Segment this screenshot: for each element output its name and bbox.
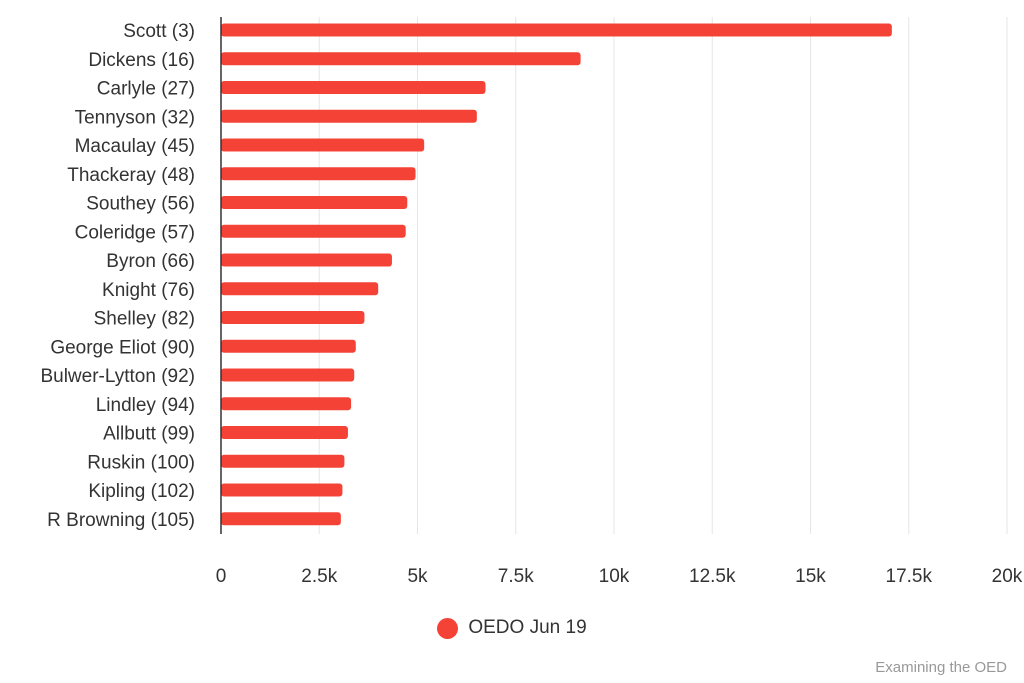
x-tick-labels: 0 2.5k 5k 7.5k 10k 12.5k 15k 17.5k 20k xyxy=(216,566,1023,587)
bar[interactable] xyxy=(221,311,365,324)
category-label: Coleridge (57) xyxy=(75,222,195,243)
bar[interactable] xyxy=(221,397,352,411)
category-label: Tennyson (32) xyxy=(75,107,195,128)
category-label: Bulwer-Lytton (92) xyxy=(40,366,195,387)
credit-text[interactable]: Examining the OED xyxy=(875,659,1007,676)
category-label: Dickens (16) xyxy=(88,50,195,71)
bar[interactable] xyxy=(221,454,345,468)
x-tick-label: 20k xyxy=(992,566,1023,587)
bar-chart: Scott (3) Dickens (16) Carlyle (27) Tennyso… xyxy=(40,17,1023,587)
category-label: R Browning (105) xyxy=(47,510,195,531)
x-tick-label: 2.5k xyxy=(301,566,337,587)
category-label: Thackeray (48) xyxy=(67,165,195,186)
category-label: Allbutt (99) xyxy=(103,424,195,445)
category-label: Carlyle (27) xyxy=(97,79,195,100)
bar[interactable] xyxy=(221,196,408,209)
category-label: Scott (3) xyxy=(123,21,195,42)
bar[interactable] xyxy=(221,426,348,439)
x-tick-label: 10k xyxy=(599,566,630,587)
gridlines xyxy=(318,17,1008,534)
bar[interactable] xyxy=(221,109,477,123)
bar[interactable] xyxy=(221,52,581,66)
category-label: George Eliot (90) xyxy=(50,337,195,358)
x-tick-label: 17.5k xyxy=(886,566,933,587)
bar[interactable] xyxy=(221,167,416,181)
category-label: Shelley (82) xyxy=(94,309,195,330)
category-labels: Scott (3) Dickens (16) Carlyle (27) Tennyso… xyxy=(40,21,195,531)
bar[interactable] xyxy=(221,368,355,382)
category-label: Macaulay (45) xyxy=(75,136,195,157)
x-tick-label: 15k xyxy=(795,566,826,587)
x-tick-label: 0 xyxy=(216,566,227,587)
bar[interactable] xyxy=(221,224,406,238)
legend-item-oedo-jun-19[interactable]: OEDO Jun 19 xyxy=(437,617,587,639)
legend-marker-icon xyxy=(437,617,459,639)
bars xyxy=(221,23,892,526)
x-tick-label: 12.5k xyxy=(689,566,736,587)
bar[interactable] xyxy=(221,512,341,526)
legend-label: OEDO Jun 19 xyxy=(468,617,587,638)
bar[interactable] xyxy=(221,138,425,152)
x-tick-label: 5k xyxy=(407,566,428,587)
bar[interactable] xyxy=(221,483,343,497)
bar[interactable] xyxy=(221,282,379,296)
x-tick-label: 7.5k xyxy=(498,566,534,587)
category-label: Byron (66) xyxy=(106,251,195,272)
bar[interactable] xyxy=(221,253,392,267)
category-label: Lindley (94) xyxy=(96,395,195,416)
bar[interactable] xyxy=(221,23,892,37)
category-label: Southey (56) xyxy=(86,194,195,215)
category-label: Ruskin (100) xyxy=(87,452,195,473)
category-label: Knight (76) xyxy=(102,280,195,301)
category-label: Kipling (102) xyxy=(88,481,195,502)
legend: OEDO Jun 19 xyxy=(0,617,1024,645)
bar[interactable] xyxy=(221,81,486,94)
bar[interactable] xyxy=(221,339,356,353)
